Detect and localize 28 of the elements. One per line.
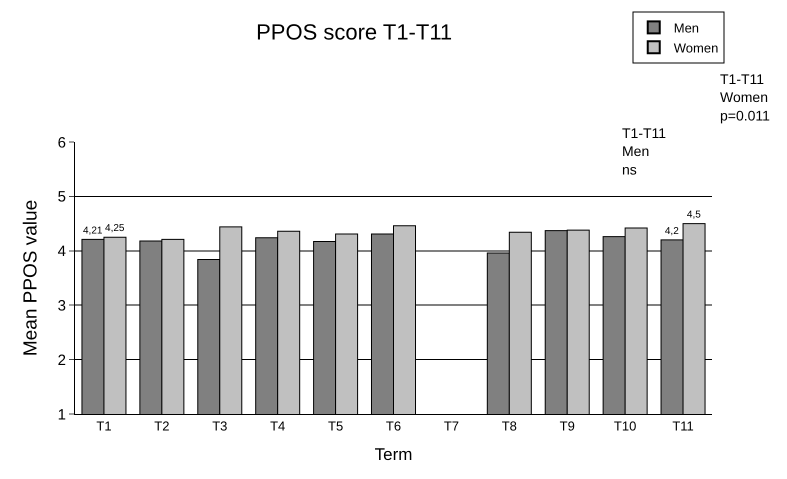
data-label: 4,5 xyxy=(686,210,702,221)
x-tick-label: T8 xyxy=(502,418,517,434)
x-tick-label: T4 xyxy=(270,418,286,434)
x-tick-label: T1 xyxy=(96,418,112,434)
x-tick-label: T6 xyxy=(386,418,402,434)
y-tick-label: 1 xyxy=(58,406,66,424)
y-tick-label: 5 xyxy=(58,188,66,206)
y-tick-label: 6 xyxy=(58,134,66,152)
x-tick-label: T5 xyxy=(328,418,344,434)
y-axis-title: Mean PPOS value xyxy=(20,200,42,356)
x-tick-label: T2 xyxy=(154,418,170,434)
legend-label: Men xyxy=(674,20,700,36)
y-tick-label: 3 xyxy=(58,297,66,314)
data-label: 4,25 xyxy=(105,223,125,234)
text: T1-T11 Women p=0.011 xyxy=(720,71,770,124)
x-axis-title: Term xyxy=(374,445,412,464)
x-tick-label: T9 xyxy=(560,418,575,434)
y-tick-label: 2 xyxy=(58,352,66,369)
x-tick-label: T7 xyxy=(444,418,459,434)
data-label: 4,2 xyxy=(664,226,680,237)
legend-label: Women xyxy=(674,40,718,56)
x-tick-label: T10 xyxy=(614,418,636,434)
x-tick-label: T3 xyxy=(212,418,228,434)
x-tick-label: T11 xyxy=(672,418,694,434)
chart-title: PPOS score T1-T11 xyxy=(256,19,452,44)
y-tick-label: 4 xyxy=(58,243,66,260)
data-label: 4,21 xyxy=(83,225,103,236)
annotation: T1-T11 Men ns xyxy=(622,125,666,178)
